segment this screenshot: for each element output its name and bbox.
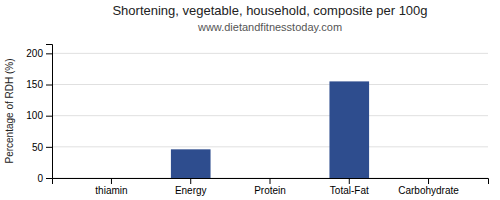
x-tick-mark: [111, 178, 112, 184]
y-tick-label: 0: [37, 173, 43, 184]
x-tick-mark: [349, 178, 350, 184]
x-tick-label: thiamin: [95, 185, 127, 196]
y-tick: 150: [26, 79, 52, 90]
grid: [52, 53, 488, 178]
y-axis-line: [46, 45, 53, 179]
x-tick-mark: [428, 178, 429, 184]
x-tick-mark: [190, 178, 191, 184]
bar: [92, 178, 132, 179]
chart: Shortening, vegetable, household, compos…: [0, 0, 500, 200]
y-tick: 0: [37, 173, 52, 184]
y-tick-mark: [46, 85, 52, 86]
grid-line: [52, 115, 488, 116]
grid-line: [52, 146, 488, 147]
x-tick-label: Protein: [254, 185, 286, 196]
y-tick-label: 150: [26, 79, 43, 90]
y-tick-label: 200: [26, 48, 43, 59]
plot: 0 50 100 150 200 thiamin Energy Protein Total-Fa…: [26, 45, 488, 197]
grid-line: [52, 84, 488, 85]
y-axis-title: Percentage of RDH (%): [4, 58, 15, 163]
x-tick-mark: [270, 178, 271, 184]
x-axis-line: [53, 179, 489, 185]
x-tick-label: Carbohydrate: [398, 185, 459, 196]
y-tick-mark: [46, 116, 52, 117]
y-tick-mark: [46, 53, 52, 54]
x-tick: Energy: [175, 178, 207, 196]
y-tick: 100: [26, 110, 52, 121]
bar: [329, 81, 369, 178]
y-tick-mark: [46, 147, 52, 148]
y-tick: 200: [26, 48, 52, 59]
x-tick-label: Total-Fat: [330, 185, 369, 196]
bar: [409, 178, 449, 179]
x-tick: Total-Fat: [330, 178, 369, 196]
x-tick: Carbohydrate: [398, 178, 459, 196]
x-tick: thiamin: [95, 178, 127, 196]
y-tick-label: 100: [26, 110, 43, 121]
x-tick-label: Energy: [175, 185, 207, 196]
y-tick-label: 50: [32, 142, 44, 153]
y-tick-mark: [46, 178, 52, 179]
subtitle: www.dietandfitnesstoday.com: [197, 21, 342, 33]
title: Shortening, vegetable, household, compos…: [112, 3, 427, 18]
bar: [171, 149, 211, 178]
x-axis: thiamin Energy Protein Total-Fat Carbohydrat…: [53, 178, 489, 196]
bar: [250, 178, 290, 179]
bars: [171, 81, 369, 178]
y-tick: 50: [32, 142, 52, 153]
grid-line: [52, 53, 488, 54]
y-axis: 0 50 100 150 200: [26, 45, 52, 184]
x-tick: Protein: [254, 178, 286, 196]
